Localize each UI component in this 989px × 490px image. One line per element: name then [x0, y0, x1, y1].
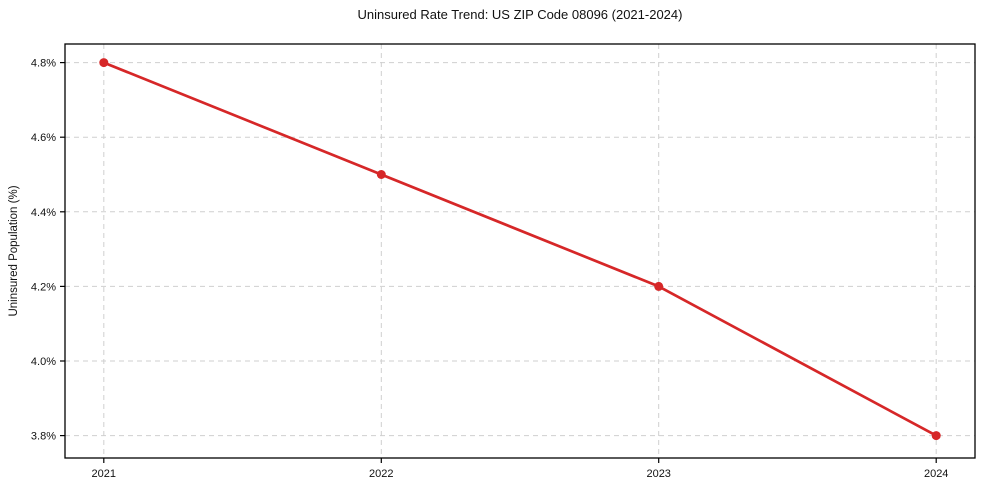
trend-line — [102, 61, 938, 437]
y-tick-label: 4.4% — [31, 207, 56, 219]
data-point — [99, 58, 109, 68]
x-tick-label: 2024 — [924, 468, 948, 480]
data-point — [654, 281, 664, 291]
x-tick-label: 2023 — [646, 468, 670, 480]
plot-border — [64, 43, 976, 459]
chart-title: Uninsured Rate Trend: US ZIP Code 08096 … — [357, 7, 683, 22]
y-tick-label: 4.8% — [31, 58, 56, 70]
data-point — [376, 170, 386, 179]
y-tick-label: 4.0% — [31, 356, 56, 368]
x-tick-label: 2021 — [92, 468, 116, 480]
x-tick-label: 2022 — [369, 468, 393, 480]
y-tick-label: 3.8% — [31, 431, 56, 443]
data-point — [931, 431, 941, 441]
y-tick-label: 4.2% — [31, 281, 56, 293]
y-tick-label: 4.6% — [31, 132, 56, 144]
